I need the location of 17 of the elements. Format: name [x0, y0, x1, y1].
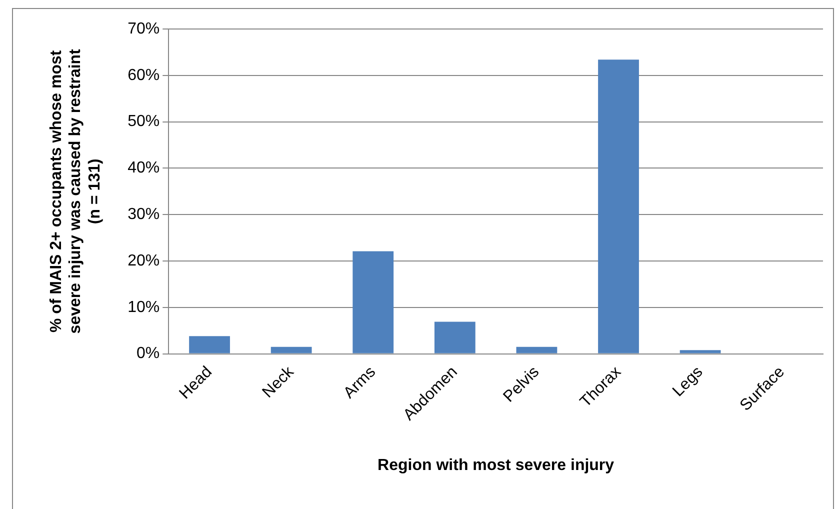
y-tick-label: 20%: [128, 252, 160, 270]
y-tick-label: 10%: [128, 298, 160, 316]
bar: [680, 350, 721, 354]
y-tick-label: 0%: [136, 345, 160, 362]
y-tick-label: 40%: [128, 160, 160, 177]
bar: [270, 346, 312, 354]
y-tick-label: 30%: [128, 206, 160, 223]
y-tick-label: 60%: [128, 66, 160, 84]
y-tick-label: 70%: [128, 20, 160, 38]
y-axis-title: % of MAIS 2+ occupants whose most severe injury was caused by restraint (n = 131): [48, 48, 104, 334]
bar: [516, 346, 558, 354]
bar: [598, 60, 639, 354]
bar: [352, 251, 394, 354]
y-tick-label: 50%: [128, 113, 160, 130]
bar: [189, 336, 230, 354]
bar: [434, 322, 476, 354]
x-axis-title: Region with most severe injury: [378, 456, 614, 474]
